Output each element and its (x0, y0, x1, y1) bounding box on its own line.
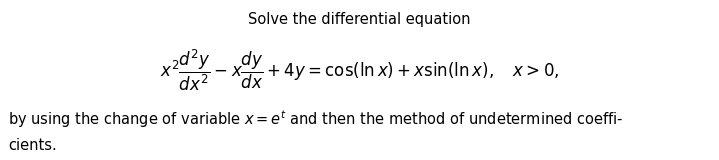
Text: cients.: cients. (8, 138, 57, 153)
Text: $x^2\dfrac{d^2y}{dx^2} - x\dfrac{dy}{dx} + 4y = \cos(\ln x) + x\sin(\ln x), \qua: $x^2\dfrac{d^2y}{dx^2} - x\dfrac{dy}{dx}… (160, 48, 559, 93)
Text: Solve the differential equation: Solve the differential equation (248, 12, 471, 27)
Text: by using the change of variable $x = e^t$ and then the method of undetermined co: by using the change of variable $x = e^t… (8, 108, 623, 130)
